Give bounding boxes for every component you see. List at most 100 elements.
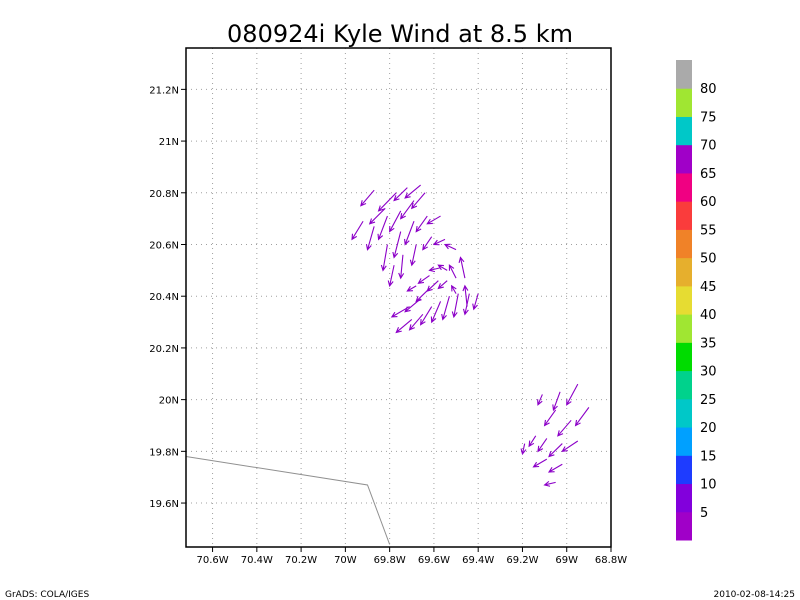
plot-frame — [185, 47, 612, 548]
colorbar-label: 15 — [700, 449, 717, 464]
colorbar-label: 25 — [700, 393, 717, 408]
wind-vector — [537, 438, 548, 453]
colorbar-swatch — [676, 483, 692, 513]
x-tick-label: 69.2W — [506, 555, 538, 566]
colorbar-label: 20 — [700, 421, 717, 436]
colorbar-swatch — [676, 398, 692, 428]
wind-vector — [377, 192, 397, 212]
wind-vector — [419, 306, 433, 326]
wind-vector — [543, 480, 556, 487]
colorbar-label: 70 — [700, 139, 717, 154]
y-tick-label: 21N — [159, 137, 179, 148]
wind-vector — [437, 280, 448, 290]
y-tick-label: 21.2N — [149, 85, 179, 96]
colorbar-swatch — [676, 370, 692, 400]
colorbar-label: 60 — [700, 195, 717, 210]
wind-vector — [409, 244, 417, 267]
colorbar-swatch — [676, 314, 692, 343]
wind-vector — [387, 265, 395, 288]
colorbar-swatch — [676, 285, 692, 315]
wind-vector — [398, 254, 405, 280]
colorbar-swatch — [676, 88, 692, 117]
coastline — [185, 456, 391, 545]
wind-vector — [417, 275, 430, 284]
wind-vector — [548, 443, 563, 458]
y-tick-label: 19.8N — [149, 447, 179, 458]
colorbar-swatch — [676, 511, 692, 541]
x-tick-label: 69.6W — [418, 555, 450, 566]
wind-vector — [389, 210, 402, 233]
wind-vector — [458, 256, 466, 279]
colorbar-label: 80 — [700, 82, 717, 97]
wind-vector — [443, 243, 457, 251]
wind-vector — [437, 264, 448, 271]
wind-vector — [351, 220, 364, 241]
colorbar-label: 75 — [700, 110, 717, 125]
wind-vector — [472, 293, 479, 311]
y-tick-label: 20.8N — [149, 189, 179, 200]
colorbar-swatch — [676, 116, 692, 146]
wind-vector — [410, 192, 426, 210]
wind-vector — [543, 409, 557, 427]
colorbar-swatch — [676, 172, 692, 202]
chart-title: 080924i Kyle Wind at 8.5 km — [227, 20, 573, 48]
x-tick-label: 69.8W — [374, 555, 406, 566]
footer-left: GrADS: COLA/IGES — [5, 590, 89, 600]
wind-vectors — [351, 184, 590, 487]
wind-vector — [574, 407, 590, 427]
grid-lines — [186, 48, 611, 547]
y-tick-label: 20.6N — [149, 240, 179, 251]
colorbar-label: 50 — [700, 252, 717, 267]
colorbar-label: 35 — [700, 336, 717, 351]
x-tick-label: 70.6W — [196, 555, 228, 566]
colorbar-label: 45 — [700, 280, 717, 295]
colorbar-label: 5 — [700, 506, 708, 521]
wind-vector — [428, 266, 441, 273]
wind-vector — [557, 419, 572, 437]
colorbar-swatch — [676, 342, 692, 372]
wind-vector — [365, 226, 375, 251]
colorbar-swatch — [676, 144, 692, 174]
x-tick-label: 70.4W — [241, 555, 273, 566]
colorbar-swatch — [676, 427, 692, 456]
wind-vector — [532, 458, 548, 468]
footer-right: 2010-02-08-14:25 — [714, 590, 796, 600]
wind-vector — [408, 313, 424, 331]
wind-vector — [406, 285, 417, 292]
y-axis-ticks: 19.6N 19.8N 20N 20.2N 20.4N 20.6N 20.8N 21N 21.2… — [149, 85, 186, 510]
x-tick-label: 70.2W — [285, 555, 317, 566]
colorbar-swatch — [676, 60, 692, 89]
wind-vector — [462, 293, 470, 316]
wind-vector — [393, 187, 408, 202]
y-tick-label: 19.6N — [149, 499, 179, 510]
colorbar-label: 10 — [700, 478, 717, 493]
y-tick-label: 20N — [159, 396, 179, 407]
coastline-line — [185, 456, 391, 545]
wind-vector — [426, 215, 441, 225]
wind-vector — [377, 215, 388, 241]
wind-vector — [520, 443, 527, 456]
colorbar-label: 55 — [700, 223, 717, 238]
x-tick-label: 70W — [334, 555, 357, 566]
colorbar-label: 40 — [700, 308, 717, 323]
wind-vector — [426, 280, 439, 292]
wind-vector — [552, 391, 561, 412]
wind-vector — [451, 293, 459, 319]
x-tick-label: 69W — [555, 555, 578, 566]
wind-vector — [561, 440, 579, 453]
wind-vector — [432, 238, 446, 246]
y-tick-label: 20.2N — [149, 344, 179, 355]
wind-vector — [380, 244, 388, 272]
wind-vector — [547, 463, 563, 473]
wind-vector — [368, 207, 386, 225]
colorbar-swatch — [676, 257, 692, 287]
wind-vector — [395, 319, 413, 334]
wind-vector — [528, 435, 537, 448]
wind-vector — [404, 184, 421, 199]
x-tick-label: 69.4W — [462, 555, 494, 566]
x-axis-ticks: 70.6W 70.4W 70.2W 70W 69.8W 69.6W 69.4W 69.2W 69… — [196, 547, 627, 566]
colorbar-label: 30 — [700, 365, 717, 380]
wind-vector — [537, 394, 543, 406]
wind-vector — [566, 383, 579, 406]
